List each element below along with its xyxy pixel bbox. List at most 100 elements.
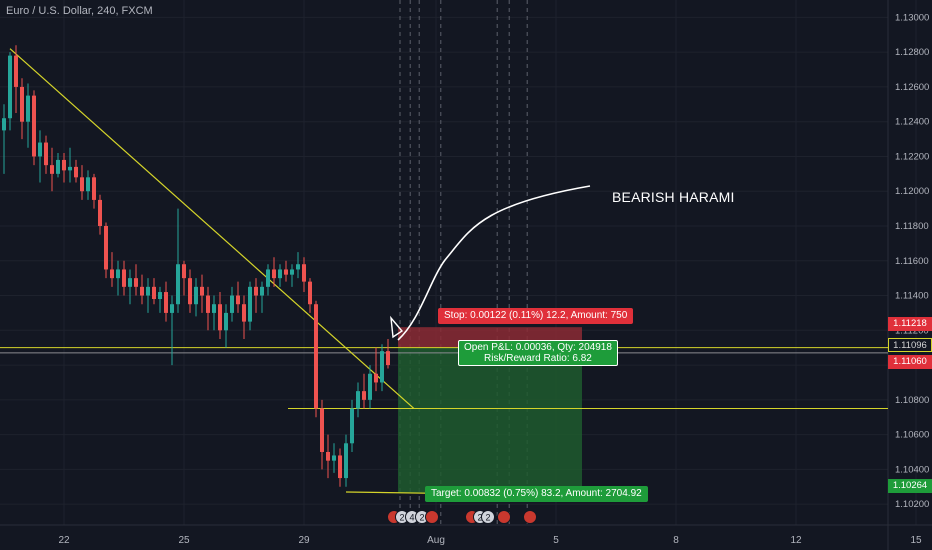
y-tick-label: 1.10400 <box>895 464 929 475</box>
candle-body <box>368 373 372 400</box>
pnl-label[interactable]: Open P&L: 0.00036, Qty: 204918 Risk/Rewa… <box>458 340 618 366</box>
stop-label[interactable]: Stop: 0.00122 (0.11%) 12.2, Amount: 750 <box>438 308 634 324</box>
candle-body <box>38 142 42 157</box>
candle-body <box>62 159 66 171</box>
risk-reward-line: Risk/Reward Ratio: 6.82 <box>484 353 592 364</box>
economic-event-icon <box>523 510 537 524</box>
candle-body <box>338 455 342 479</box>
bearish-harami-annotation: BEARISH HARAMI <box>612 189 735 205</box>
candle-body <box>140 286 144 296</box>
candle-body <box>314 304 318 409</box>
candle-body <box>200 286 204 296</box>
chart-title: Euro / U.S. Dollar, 240, FXCM <box>6 5 153 17</box>
candle-body <box>230 295 234 313</box>
candle-body <box>290 269 294 275</box>
target-label[interactable]: Target: 0.00832 (0.75%) 83.2, Amount: 27… <box>425 486 648 502</box>
candle-body <box>32 95 36 157</box>
y-tick-label: 1.12600 <box>895 82 929 93</box>
candle-body <box>134 278 138 287</box>
trendline <box>9 48 415 409</box>
y-tick-label: 1.12200 <box>895 151 929 162</box>
candle-body <box>344 443 348 479</box>
event-count: 2 <box>477 513 482 523</box>
x-tick-label: 25 <box>178 535 190 546</box>
candle-body <box>98 199 102 226</box>
pnl-line-1: Open P&L: 0.00036, Qty: 204918 <box>464 342 612 353</box>
candle-body <box>152 286 156 300</box>
candle-body <box>164 292 168 313</box>
y-tick-label: 1.10800 <box>895 395 929 406</box>
y-tick-label: 1.13000 <box>895 12 929 23</box>
candle-body <box>188 278 192 305</box>
x-tick-label: 8 <box>673 535 679 546</box>
candle-body <box>128 278 132 287</box>
y-tick-label: 1.11800 <box>895 221 929 232</box>
current-price-tag: 1.11060 <box>888 355 932 369</box>
candle-body <box>332 455 336 461</box>
y-tick-label: 1.10200 <box>895 499 929 510</box>
candle-body <box>146 286 150 296</box>
candle-body <box>296 264 300 270</box>
candle-body <box>122 269 126 287</box>
y-tick-label: 1.12400 <box>895 117 929 128</box>
y-tick-label: 1.12800 <box>895 47 929 58</box>
candle-body <box>236 295 240 305</box>
event-count: 4 <box>409 513 414 523</box>
candle-body <box>218 304 222 331</box>
candle-body <box>308 281 312 305</box>
target-zone <box>398 347 582 494</box>
candle-body <box>224 312 228 331</box>
candle-body <box>386 351 390 366</box>
candle-body <box>272 269 276 279</box>
candle-body <box>194 286 198 305</box>
candle-body <box>68 166 72 171</box>
candle-body <box>20 86 24 122</box>
candle-body <box>104 225 108 270</box>
entry-price-tag: 1.11096 <box>888 338 932 352</box>
candle-body <box>74 166 78 178</box>
candle-body <box>56 159 60 174</box>
candle-body <box>158 292 162 300</box>
economic-event-icon <box>481 510 495 524</box>
candle-body <box>266 269 270 287</box>
candle-body <box>44 142 48 166</box>
event-count: 2 <box>419 513 424 523</box>
candle-body <box>50 165 54 174</box>
y-tick-label: 1.11400 <box>895 291 929 302</box>
candle-body <box>86 177 90 192</box>
x-tick-label: 12 <box>790 535 802 546</box>
harami-marker <box>390 315 404 339</box>
candle-body <box>110 269 114 279</box>
candle-body <box>380 351 384 383</box>
y-tick-label: 1.11600 <box>895 256 929 267</box>
x-tick-label: 15 <box>910 535 922 546</box>
x-tick-label: Aug <box>427 535 445 546</box>
candle-body <box>80 177 84 192</box>
candle-body <box>26 95 30 122</box>
candle-body <box>350 408 354 444</box>
y-tick-label: 1.10600 <box>895 430 929 441</box>
candle-body <box>362 391 366 400</box>
candle-body <box>176 264 180 305</box>
candle-body <box>326 451 330 461</box>
candle-body <box>302 264 306 282</box>
event-count: 2 <box>399 513 404 523</box>
candle-body <box>278 269 282 279</box>
candle-body <box>320 408 324 452</box>
candle-body <box>356 391 360 409</box>
candle-body <box>212 304 216 313</box>
candle-body <box>182 264 186 279</box>
economic-event-icon <box>425 510 439 524</box>
candle-body <box>248 286 252 322</box>
candle-body <box>260 286 264 296</box>
x-tick-label: 29 <box>298 535 310 546</box>
candle-body <box>8 55 12 119</box>
candle-body <box>242 304 246 322</box>
candle-body <box>92 177 96 200</box>
x-tick-label: 5 <box>553 535 559 546</box>
target-price-tag: 1.10264 <box>888 479 932 493</box>
candle-body <box>284 269 288 275</box>
candle-body <box>170 304 174 313</box>
candle-body <box>254 286 258 296</box>
